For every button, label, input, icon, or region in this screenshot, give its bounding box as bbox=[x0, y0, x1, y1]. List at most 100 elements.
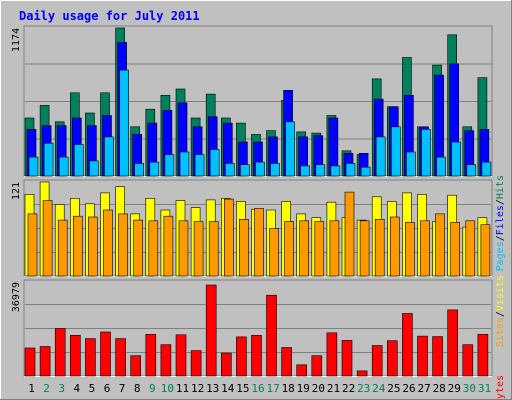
day-label: 28 bbox=[433, 382, 446, 395]
bar-kbytes-day-12 bbox=[190, 350, 202, 377]
bar-sites-day-3 bbox=[57, 219, 68, 277]
day-label: 14 bbox=[221, 382, 235, 395]
day-label: 1 bbox=[28, 382, 35, 395]
bar-pages-day-22 bbox=[345, 163, 356, 177]
bar-sites-day-23 bbox=[359, 220, 370, 277]
bar-sites-day-13 bbox=[208, 221, 219, 277]
bar-kbytes-day-10 bbox=[160, 344, 172, 377]
bar-pages-day-7 bbox=[119, 69, 129, 177]
bar-sites-day-17 bbox=[269, 228, 279, 277]
bar-sites-day-7 bbox=[118, 213, 128, 277]
day-label: 23 bbox=[357, 382, 370, 395]
day-label: 7 bbox=[119, 382, 126, 395]
day-label: 16 bbox=[251, 382, 264, 395]
bar-sites-day-4 bbox=[73, 215, 83, 277]
bar-pages-day-13 bbox=[209, 149, 220, 177]
bar-pages-day-1 bbox=[28, 156, 39, 177]
bar-sites-day-29 bbox=[450, 222, 461, 277]
bar-kbytes-day-9 bbox=[145, 333, 157, 377]
bar-pages-day-8 bbox=[134, 163, 144, 177]
legend-pages: Pages bbox=[495, 241, 506, 271]
bar-pages-day-15 bbox=[240, 164, 250, 177]
panel-vs-max-label: 121 bbox=[11, 182, 22, 200]
bar-pages-day-14 bbox=[225, 163, 235, 177]
day-label: 20 bbox=[312, 382, 325, 395]
bar-kbytes-day-31 bbox=[477, 333, 489, 377]
bar-sites-day-16 bbox=[254, 208, 264, 277]
bar-kbytes-day-27 bbox=[417, 335, 428, 377]
bar-sites-day-27 bbox=[420, 220, 430, 277]
bar-kbytes-day-20 bbox=[311, 355, 323, 377]
bar-pages-day-27 bbox=[421, 129, 431, 177]
day-label: 4 bbox=[73, 382, 80, 395]
bar-pages-day-28 bbox=[436, 156, 446, 177]
day-label: 18 bbox=[282, 382, 295, 395]
bar-kbytes-day-28 bbox=[432, 336, 443, 377]
day-label: 21 bbox=[327, 382, 340, 395]
day-label: 2 bbox=[43, 382, 50, 395]
bar-sites-day-28 bbox=[435, 213, 445, 277]
bar-pages-day-26 bbox=[406, 151, 416, 177]
bar-sites-day-5 bbox=[88, 216, 98, 277]
bar-pages-day-10 bbox=[164, 154, 175, 177]
day-label: 5 bbox=[89, 382, 96, 395]
bar-kbytes-day-2 bbox=[39, 346, 51, 377]
day-label: 30 bbox=[463, 382, 476, 395]
legend-separator: / bbox=[495, 235, 506, 241]
bar-kbytes-day-4 bbox=[70, 334, 81, 377]
day-label: 3 bbox=[58, 382, 65, 395]
bar-pages-day-29 bbox=[451, 141, 462, 177]
bar-pages-day-24 bbox=[375, 136, 386, 177]
day-label: 24 bbox=[372, 382, 386, 395]
day-label: 12 bbox=[191, 382, 204, 395]
day-label: 10 bbox=[161, 382, 174, 395]
bar-sites-day-22 bbox=[344, 191, 355, 277]
bar-pages-day-16 bbox=[255, 161, 265, 177]
bar-kbytes-day-26 bbox=[402, 313, 413, 377]
bar-kbytes-day-3 bbox=[54, 328, 66, 377]
bar-pages-day-23 bbox=[360, 166, 371, 177]
bar-kbytes-day-25 bbox=[386, 340, 398, 377]
legend-separator: / bbox=[495, 311, 506, 317]
panel-pfh-max-label: 1174 bbox=[11, 28, 22, 52]
bar-sites-day-26 bbox=[405, 222, 415, 277]
bar-kbytes-day-23 bbox=[356, 370, 368, 377]
bar-pages-day-19 bbox=[300, 165, 311, 177]
bar-kbytes-day-24 bbox=[371, 345, 383, 377]
bar-kbytes-day-14 bbox=[221, 352, 232, 377]
day-label: 15 bbox=[236, 382, 249, 395]
day-label: 19 bbox=[297, 382, 310, 395]
bar-pages-day-21 bbox=[330, 165, 341, 177]
panel-kb-max-label: 36979 bbox=[11, 282, 22, 312]
bar-pages-day-3 bbox=[58, 156, 69, 177]
bar-sites-day-20 bbox=[314, 221, 325, 277]
bar-kbytes-day-7 bbox=[115, 338, 126, 377]
day-label: 25 bbox=[387, 382, 400, 395]
bar-kbytes-day-8 bbox=[130, 355, 141, 377]
bar-sites-day-31 bbox=[480, 224, 491, 277]
bar-kbytes-day-13 bbox=[205, 284, 217, 377]
bar-sites-day-14 bbox=[224, 198, 234, 277]
bar-kbytes-day-21 bbox=[326, 332, 338, 377]
legend-separator: / bbox=[495, 199, 506, 205]
bar-sites-day-19 bbox=[299, 220, 310, 277]
bar-pages-day-31 bbox=[481, 161, 492, 177]
legend-sites: Sites bbox=[495, 317, 506, 347]
bar-sites-day-6 bbox=[103, 209, 113, 277]
bar-pages-day-30 bbox=[466, 164, 477, 177]
day-label: 13 bbox=[206, 382, 219, 395]
bar-pages-day-11 bbox=[179, 151, 190, 177]
bar-kbytes-day-6 bbox=[100, 331, 111, 377]
day-label: 22 bbox=[342, 382, 355, 395]
bar-sites-day-9 bbox=[148, 220, 159, 277]
day-label: 27 bbox=[417, 382, 430, 395]
bar-kbytes-day-1 bbox=[24, 347, 36, 377]
bar-sites-day-10 bbox=[163, 215, 174, 277]
bar-pages-day-5 bbox=[89, 160, 99, 177]
bar-pages-day-25 bbox=[390, 126, 401, 177]
day-label: 17 bbox=[266, 382, 279, 395]
bar-kbytes-day-30 bbox=[462, 344, 474, 377]
bar-pages-day-20 bbox=[315, 164, 326, 177]
chart-panels: 1174 121 36979 bbox=[11, 25, 493, 377]
